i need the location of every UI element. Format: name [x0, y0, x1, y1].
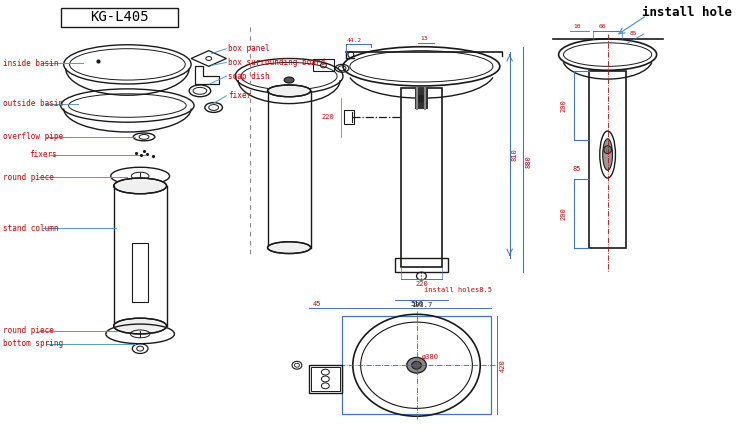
Ellipse shape: [603, 139, 613, 170]
Text: install holes8.5: install holes8.5: [424, 287, 492, 293]
Ellipse shape: [114, 318, 166, 334]
Text: box surrounding board: box surrounding board: [228, 58, 326, 67]
Text: 200: 200: [560, 207, 566, 220]
Bar: [400, 88, 442, 267]
Text: bottom spring: bottom spring: [3, 339, 63, 348]
Bar: [310, 367, 340, 391]
Bar: [415, 88, 428, 109]
Text: 45: 45: [312, 300, 321, 307]
Text: 220: 220: [415, 281, 428, 287]
Text: 510: 510: [410, 300, 423, 307]
Text: box panel: box panel: [228, 44, 270, 53]
Text: 60: 60: [599, 23, 607, 29]
Ellipse shape: [406, 358, 426, 373]
Text: 420: 420: [500, 359, 506, 372]
Bar: [313, 59, 334, 71]
Ellipse shape: [268, 242, 310, 253]
Text: 85: 85: [572, 166, 580, 172]
Bar: [61, 8, 178, 27]
Text: overflow pipe: overflow pipe: [3, 132, 63, 141]
Text: φ380: φ380: [422, 354, 439, 361]
Text: inside basin: inside basin: [3, 59, 58, 68]
Text: 85: 85: [629, 31, 637, 36]
Ellipse shape: [416, 95, 426, 103]
Text: round piece: round piece: [3, 326, 54, 335]
Text: 200: 200: [560, 99, 566, 112]
Text: install hole: install hole: [642, 6, 732, 19]
Bar: [344, 110, 354, 124]
Ellipse shape: [284, 77, 294, 83]
Text: 13: 13: [421, 36, 428, 41]
Bar: [132, 243, 148, 302]
Bar: [309, 365, 342, 392]
Text: round piece: round piece: [3, 173, 54, 182]
Text: 220: 220: [322, 114, 334, 120]
Text: fixer: fixer: [228, 91, 251, 100]
Bar: [342, 316, 491, 414]
Ellipse shape: [114, 178, 166, 194]
Bar: [395, 258, 448, 272]
Ellipse shape: [268, 85, 310, 97]
Text: outside basin: outside basin: [3, 99, 63, 108]
Bar: [589, 71, 626, 248]
Text: fixers: fixers: [29, 150, 57, 159]
Text: 44.2: 44.2: [347, 39, 362, 43]
Ellipse shape: [412, 361, 422, 369]
Text: 10: 10: [574, 23, 581, 29]
Text: 880: 880: [525, 155, 531, 168]
Text: KG-L405: KG-L405: [90, 10, 149, 24]
Ellipse shape: [604, 146, 611, 154]
Text: 810: 810: [512, 148, 518, 161]
Text: soap dish: soap dish: [228, 72, 270, 81]
Text: 193.7: 193.7: [411, 303, 432, 308]
Text: stand column: stand column: [3, 224, 58, 233]
